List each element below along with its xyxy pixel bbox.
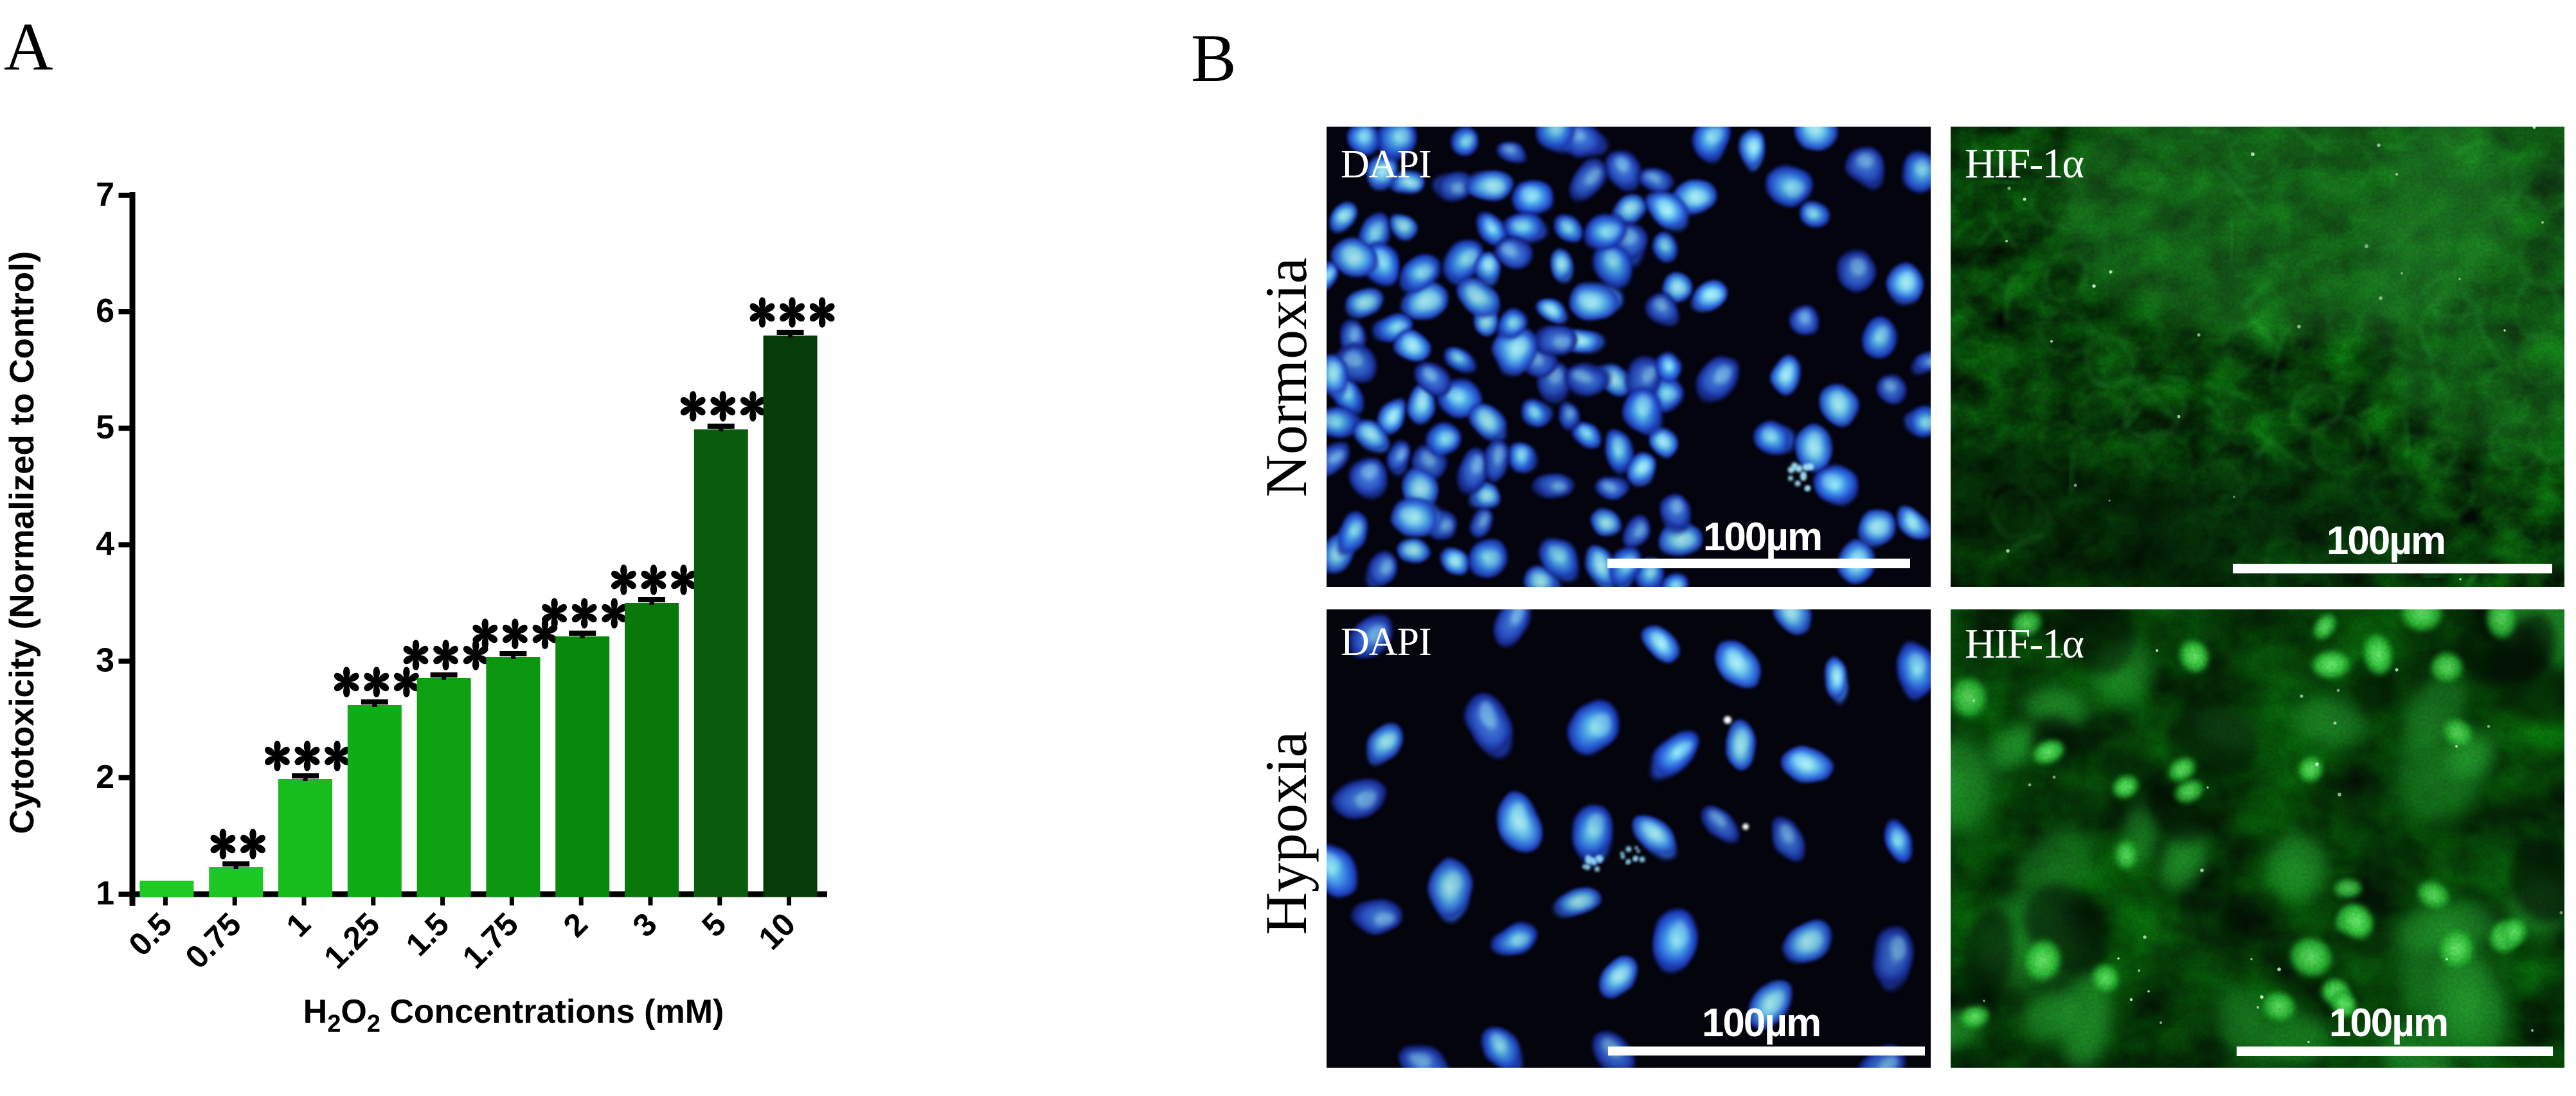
svg-text:1: 1 xyxy=(96,875,114,912)
svg-text:Hypoxia: Hypoxia xyxy=(1253,732,1319,935)
svg-text:Cytotoxicity (Normalized to Co: Cytotoxicity (Normalized to Control) xyxy=(3,251,41,834)
svg-text:3: 3 xyxy=(96,642,114,679)
svg-text:HIF-1α: HIF-1α xyxy=(1965,620,2084,667)
svg-text:A: A xyxy=(4,9,53,84)
svg-text:Normoxia: Normoxia xyxy=(1253,257,1319,497)
svg-text:DAPI: DAPI xyxy=(1341,143,1431,186)
svg-text:B: B xyxy=(1191,21,1237,96)
svg-text:HIF-1α: HIF-1α xyxy=(1965,140,2084,187)
svg-text:4: 4 xyxy=(96,525,114,562)
svg-text:100µm: 100µm xyxy=(2329,1001,2447,1045)
svg-text:100µm: 100µm xyxy=(1703,515,1821,559)
svg-text:6: 6 xyxy=(96,292,114,330)
svg-text:2: 2 xyxy=(96,759,114,796)
svg-text:100µm: 100µm xyxy=(2327,519,2445,563)
svg-text:7: 7 xyxy=(96,176,114,213)
svg-text:DAPI: DAPI xyxy=(1341,620,1431,664)
svg-text:5: 5 xyxy=(96,409,114,446)
svg-text:100µm: 100µm xyxy=(1702,1001,1820,1045)
